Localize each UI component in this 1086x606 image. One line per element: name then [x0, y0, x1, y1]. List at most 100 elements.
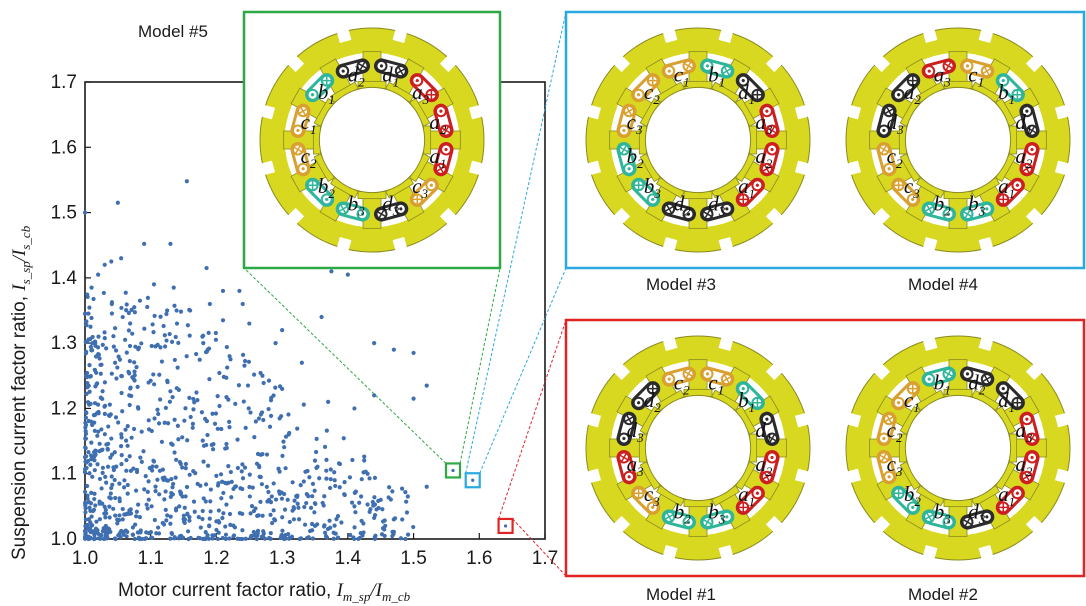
conductor-dot-center [415, 79, 419, 83]
scatter-point [168, 241, 173, 247]
cross-mark [963, 518, 972, 527]
scatter-point [176, 437, 181, 442]
coil-d2 [631, 381, 661, 411]
scatter-point [119, 432, 124, 437]
scatter-point [213, 411, 219, 416]
coil-c1 [699, 366, 735, 387]
scatter-point [185, 323, 190, 328]
coil-loop [921, 58, 957, 79]
coil-label-index: 2 [653, 92, 660, 107]
scatter-point [108, 491, 113, 496]
scatter-point [400, 517, 405, 522]
coil-label-index: 3 [636, 430, 644, 445]
scatter-point [149, 535, 154, 541]
coil-b1 [305, 73, 335, 103]
scatter-point [324, 468, 329, 473]
scatter-point [175, 365, 180, 370]
conductor-dot-center [927, 377, 931, 381]
scatter-point [295, 501, 300, 506]
scatter-point [109, 371, 114, 376]
coil-b1 [995, 73, 1025, 103]
scatter-point [251, 372, 257, 377]
scatter-point [117, 531, 123, 536]
scatter-point [224, 502, 229, 507]
scatter-point [109, 311, 115, 316]
scatter-point [91, 296, 96, 302]
scatter-point [204, 265, 209, 271]
scatter-point [117, 496, 122, 501]
cross-mark [1022, 164, 1031, 173]
coil-label-index: 3 [912, 186, 920, 201]
scatter-point [307, 475, 312, 480]
scatter-point [264, 452, 270, 457]
scatter-point [154, 464, 159, 469]
scatter-point [247, 494, 252, 499]
scatter-point [88, 520, 93, 525]
scatter-point [195, 481, 200, 486]
scatter-point [201, 443, 207, 448]
coil-label-index: 2 [914, 92, 921, 107]
scatter-point [84, 522, 90, 528]
scatter-point [122, 478, 127, 483]
leader-line [459, 267, 501, 464]
scatter-point [328, 485, 333, 491]
scatter-point [332, 470, 337, 475]
scatter-point [132, 310, 137, 315]
coil-loop [305, 73, 335, 103]
stator-notch [586, 468, 602, 484]
scatter-point [112, 326, 118, 331]
coil-label-index: 2 [684, 511, 691, 526]
scatter-point [105, 447, 110, 452]
scatter-point [113, 495, 118, 501]
scatter-point [173, 508, 179, 513]
scatter-point [286, 412, 291, 417]
scatter-point [136, 502, 141, 507]
scatter-point [326, 399, 331, 404]
scatter-point [224, 375, 229, 380]
cross-mark [722, 67, 731, 76]
scatter-point [208, 487, 213, 492]
scatter-point [183, 461, 189, 467]
scatter-point [365, 502, 370, 507]
scatter-point [125, 443, 130, 448]
scatter-point [123, 438, 129, 443]
scatter-point [159, 439, 165, 444]
scatter-point [240, 352, 246, 357]
scatter-point [376, 498, 381, 504]
scatter-point [227, 511, 233, 517]
scatter-point [113, 536, 118, 542]
scatter-point [172, 536, 177, 541]
scatter-point [96, 334, 101, 339]
coil-label-index: 3 [896, 122, 904, 137]
scatter-point [185, 529, 191, 534]
conductor-dot-center [887, 167, 891, 171]
scatter-point [240, 486, 245, 492]
scatter-point [312, 510, 317, 515]
scatter-point [258, 499, 263, 504]
conductor-dot-center [897, 401, 901, 405]
stator-notch [662, 544, 678, 560]
scatter-point [200, 438, 205, 443]
scatter-point [153, 489, 158, 494]
scatter-point [134, 469, 140, 475]
scatter-point [193, 471, 198, 476]
coil-d1 [373, 58, 409, 79]
scatter-point [163, 405, 168, 410]
cross-mark [925, 512, 934, 521]
cross-mark [944, 61, 953, 70]
scatter-point [240, 536, 245, 542]
scatter-point [112, 477, 117, 483]
scatter-point [223, 524, 228, 529]
conductor-dot-center [627, 475, 631, 479]
stator-notch [260, 160, 276, 176]
stator-notch [336, 28, 352, 44]
scatter-point [208, 509, 213, 514]
scatter-point [149, 504, 154, 509]
scatter-point [151, 458, 156, 463]
scatter-point [132, 305, 137, 310]
scatter-point [315, 522, 320, 527]
scatter-point [138, 455, 143, 460]
scatter-point [165, 513, 170, 518]
cross-mark [885, 107, 894, 116]
scatter-point [86, 536, 91, 542]
